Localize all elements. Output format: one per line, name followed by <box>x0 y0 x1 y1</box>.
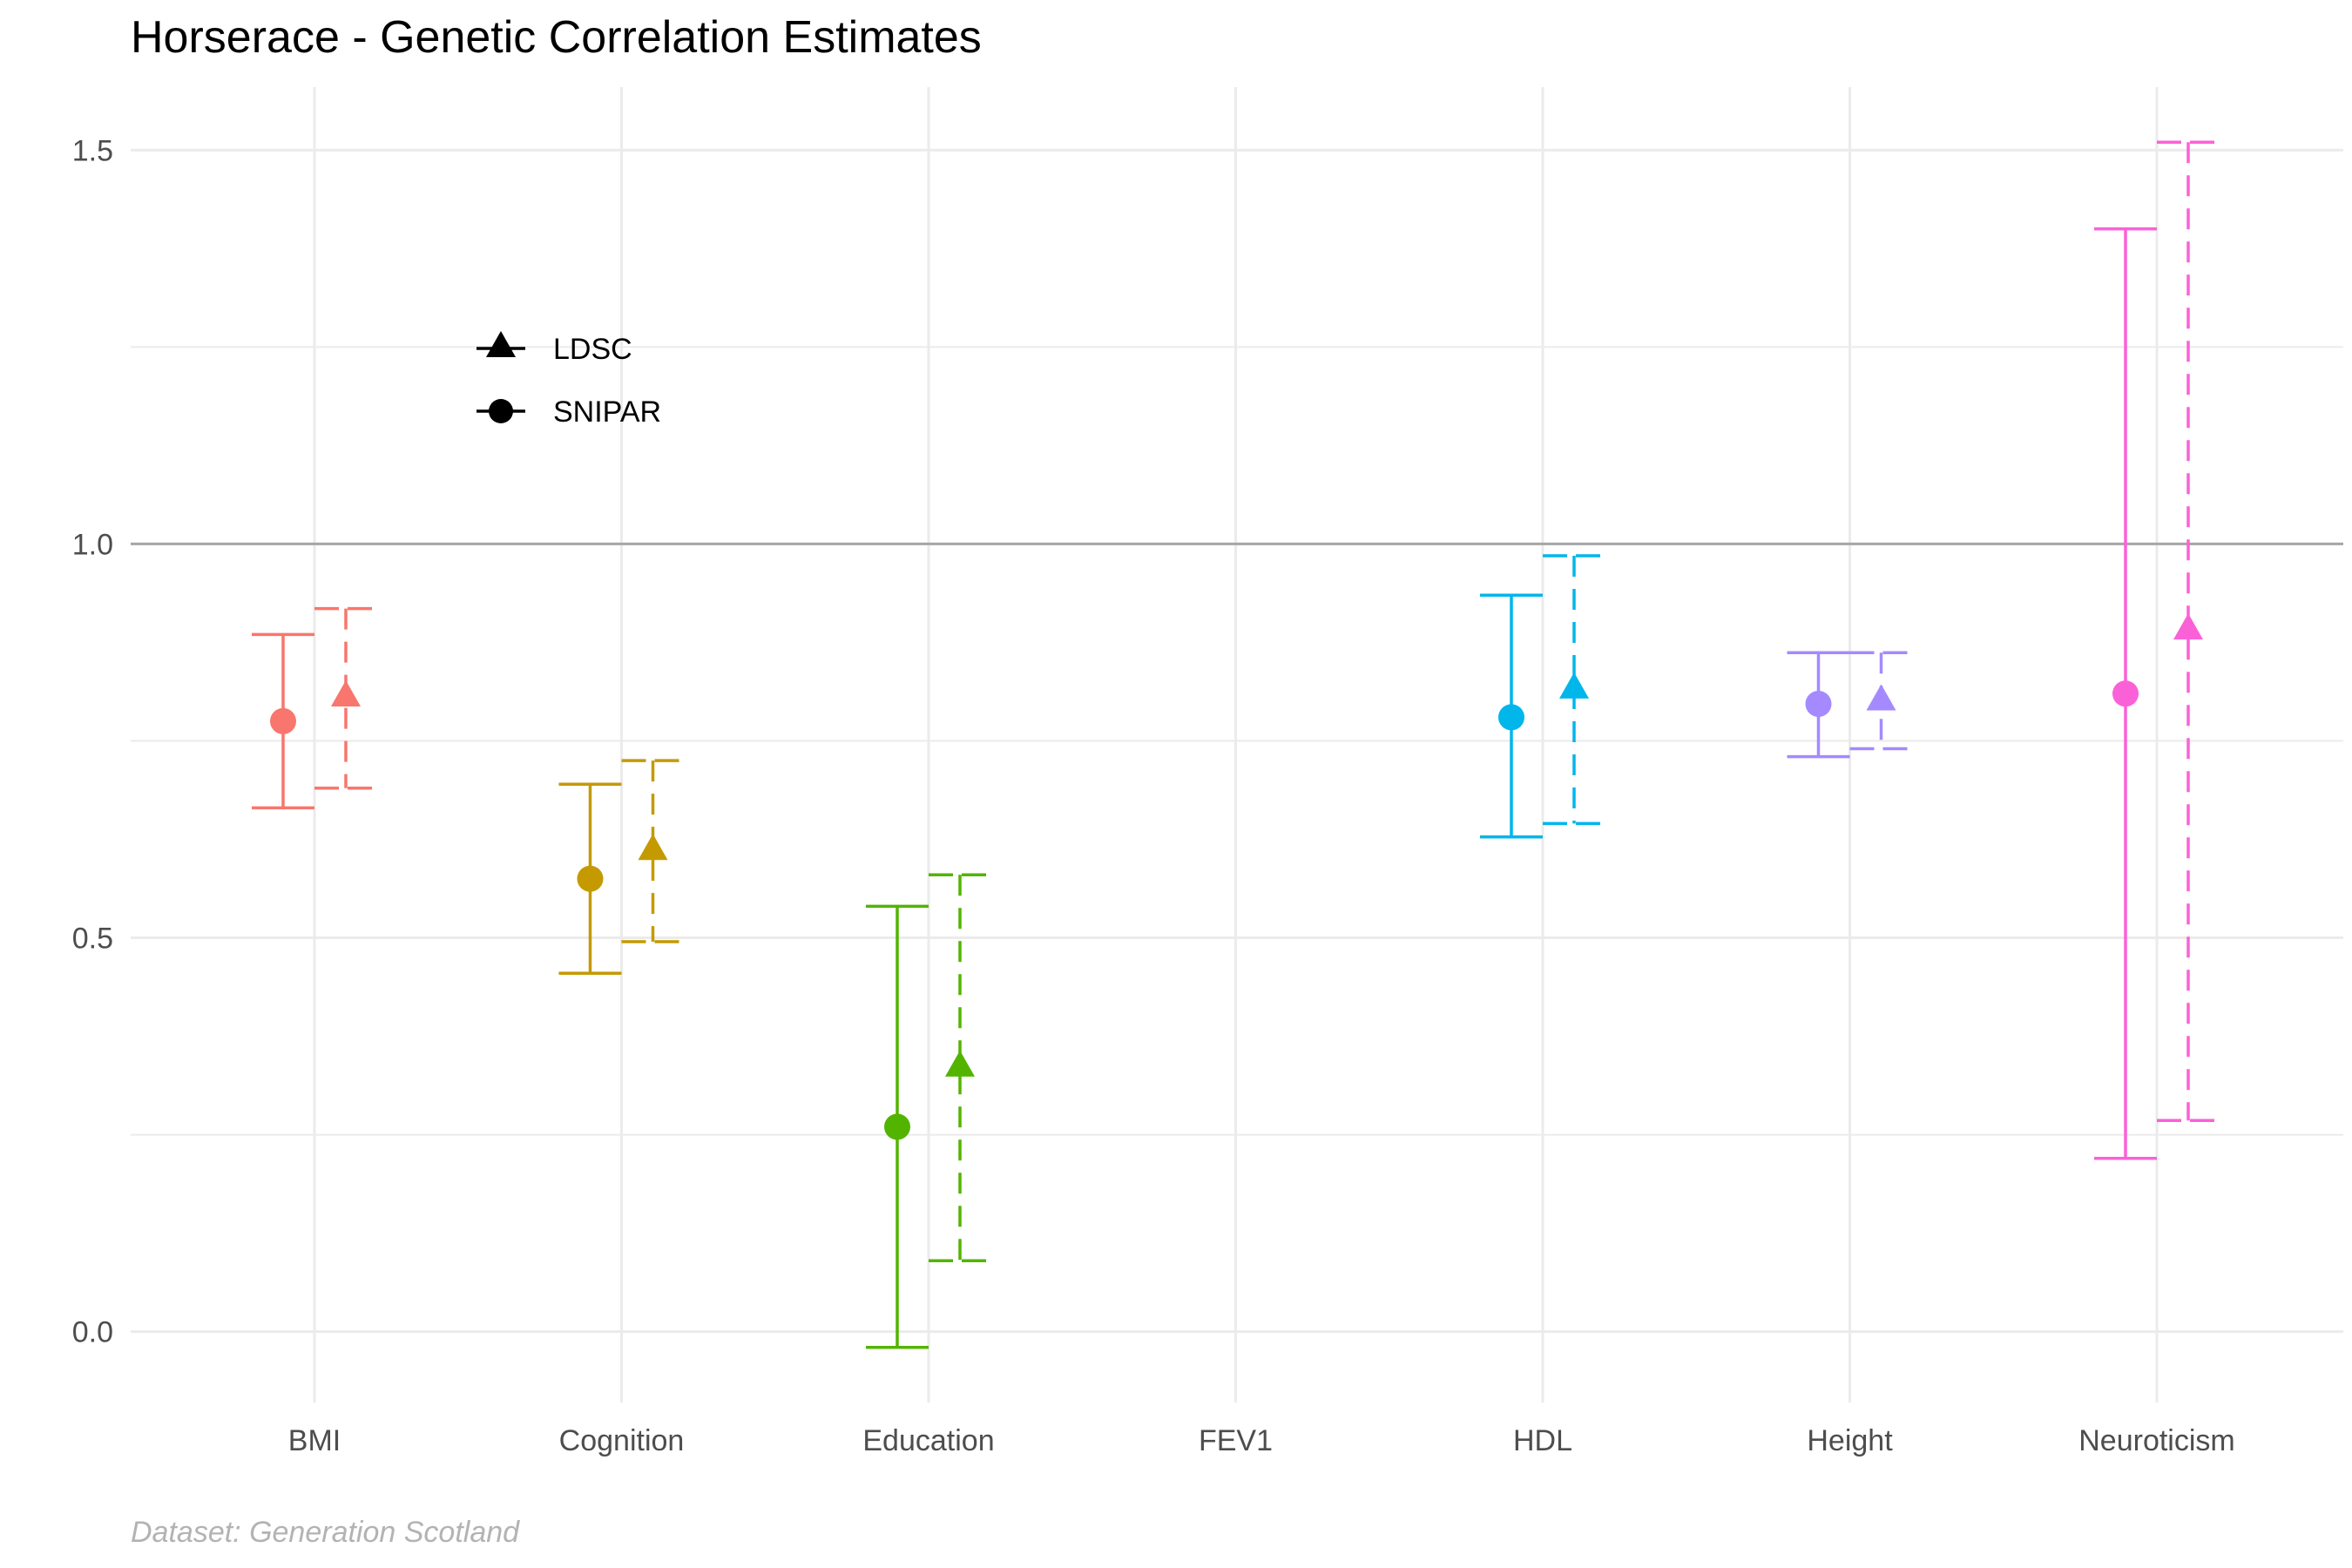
ldsc-point <box>1559 672 1589 699</box>
legend-label: SNIPAR <box>553 395 661 429</box>
errorbar-group <box>1787 651 1850 759</box>
chart-caption: Dataset: Generation Scotland <box>131 1516 520 1549</box>
ldsc-point <box>331 679 361 706</box>
grid <box>131 87 2343 1402</box>
legend-triangle-key <box>486 331 516 357</box>
errorbar-group <box>2157 140 2220 1123</box>
x-tick-label: Cognition <box>559 1424 685 1457</box>
snipar-point <box>2112 680 2139 707</box>
ldsc-point <box>2173 613 2203 640</box>
errorbar-group <box>2094 227 2157 1160</box>
y-tick-label: 0.5 <box>72 923 113 956</box>
legend-label: LDSC <box>553 333 632 366</box>
snipar-point <box>1805 690 1832 717</box>
chart-title: Horserace - Genetic Correlation Estimate… <box>131 12 982 63</box>
x-tick-label: BMI <box>288 1424 341 1457</box>
y-tick-label: 0.0 <box>72 1316 113 1349</box>
x-tick-label: Neuroticism <box>2078 1424 2234 1457</box>
errorbar-group <box>1849 651 1913 751</box>
data-marks <box>252 140 2220 1349</box>
y-tick-label: 1.5 <box>72 134 113 167</box>
ldsc-point <box>945 1050 975 1077</box>
ldsc-point <box>1866 684 1896 711</box>
legend-circle-key <box>489 399 513 423</box>
ldsc-point <box>638 834 668 861</box>
x-tick-label: Height <box>1807 1424 1893 1457</box>
snipar-point <box>577 865 604 892</box>
errorbar-group <box>929 873 991 1262</box>
snipar-point <box>1498 704 1524 731</box>
errorbar-group <box>866 904 929 1349</box>
x-tick-label: Education <box>862 1424 994 1457</box>
y-tick-label: 1.0 <box>72 528 113 561</box>
snipar-point <box>270 707 296 734</box>
errorbar-group <box>252 632 314 810</box>
errorbar-group <box>558 782 622 975</box>
errorbar-group <box>1543 554 1605 826</box>
axes: 0.0 0.5 1.0 1.5 BMI Cognition Education FEV1 HDL… <box>72 134 2235 1457</box>
legend: LDSC SNIPAR <box>476 331 661 429</box>
x-tick-label: HDL <box>1513 1424 1572 1457</box>
snipar-point <box>884 1113 910 1140</box>
errorbar-group <box>314 606 377 790</box>
errorbar-group <box>621 759 685 943</box>
errorbar-group <box>1480 593 1543 839</box>
x-tick-label: FEV1 <box>1199 1424 1273 1457</box>
